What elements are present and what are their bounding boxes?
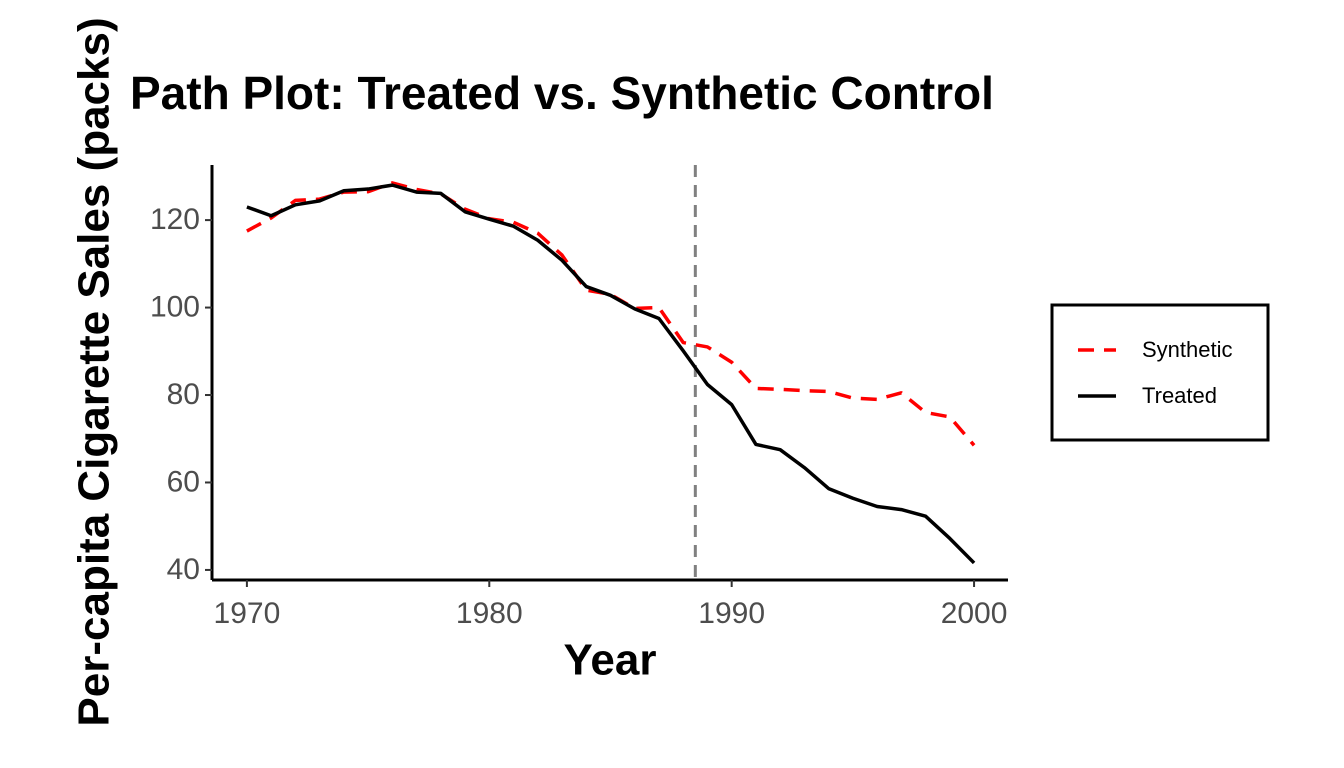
y-tick-label: 120 [150,203,200,236]
series-line [246,183,976,565]
legend-label: Synthetic [1142,337,1233,362]
y-tick-label: 100 [150,290,200,323]
legend-box [1050,303,1270,442]
legend-label: Treated [1142,383,1217,408]
y-axis-label: Per-capita Cigarette Sales (packs) [70,17,119,726]
x-tick-label: 1990 [698,597,765,630]
x-tick-label: 2000 [941,597,1008,630]
y-tick-label: 60 [167,465,200,498]
x-tick-label: 1970 [214,597,281,630]
series-line [246,181,976,447]
y-tick-label: 80 [167,378,200,411]
x-axis-label: Year [564,636,657,685]
y-tick-label: 40 [167,553,200,586]
x-tick-label: 1980 [456,597,523,630]
chart-title: Path Plot: Treated vs. Synthetic Control [130,67,994,119]
